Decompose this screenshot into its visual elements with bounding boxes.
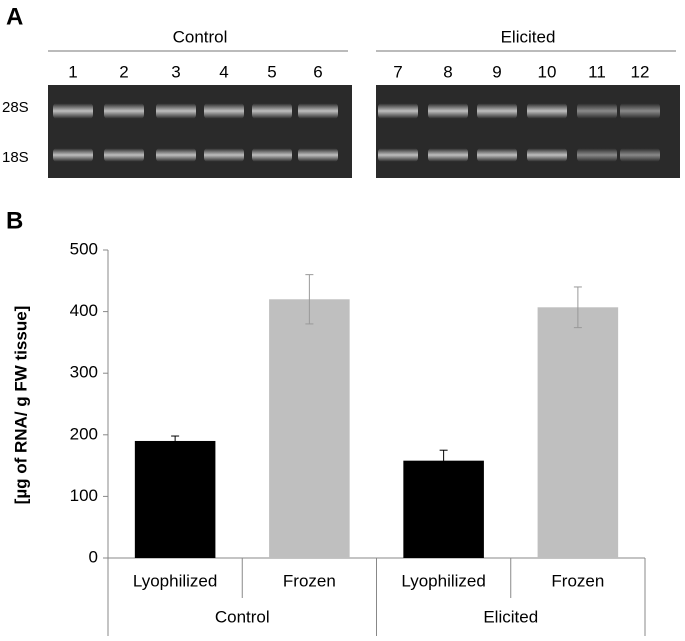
y-tick-label: 0 xyxy=(89,547,98,566)
lane-number: 5 xyxy=(267,62,276,81)
band-18s xyxy=(378,148,418,162)
y-axis-label: [µg of RNA/ g FW tissue] xyxy=(11,306,30,505)
band-18s xyxy=(156,148,196,162)
band-28s xyxy=(378,103,418,119)
lane-number: 10 xyxy=(538,62,557,81)
band-18s xyxy=(620,148,660,162)
lane-number: 11 xyxy=(588,62,606,81)
bar xyxy=(269,299,350,558)
panel-label: A xyxy=(6,3,23,30)
group-label: Elicited xyxy=(501,27,556,46)
lane-number: 12 xyxy=(631,62,650,81)
y-tick-label: 300 xyxy=(70,363,98,382)
bar xyxy=(403,460,484,558)
band-18s xyxy=(527,148,567,162)
x-tick-label: Lyophilized xyxy=(133,571,217,590)
band-18s xyxy=(428,148,468,162)
y-tick-label: 400 xyxy=(70,301,98,320)
band-28s xyxy=(204,103,244,119)
lane-number: 4 xyxy=(219,62,228,81)
band-28s xyxy=(577,103,617,119)
band-label: 28S xyxy=(2,99,29,116)
gel-image xyxy=(48,85,352,178)
band-18s xyxy=(298,148,338,162)
bar xyxy=(134,440,216,558)
band-18s xyxy=(53,148,93,162)
y-tick-label: 100 xyxy=(70,486,98,505)
panel-label: B xyxy=(6,207,23,234)
y-tick-label: 200 xyxy=(70,424,98,443)
band-28s xyxy=(527,103,567,119)
x-tick-label: Frozen xyxy=(551,571,604,590)
lane-number: 2 xyxy=(119,62,128,81)
band-28s xyxy=(298,103,338,119)
band-18s xyxy=(477,148,517,162)
lane-number: 1 xyxy=(68,62,77,81)
gel-image xyxy=(376,85,680,178)
x-tick-label: Lyophilized xyxy=(401,571,485,590)
band-28s xyxy=(620,103,660,119)
lane-number: 3 xyxy=(171,62,180,81)
lane-number: 8 xyxy=(443,62,452,81)
group-label: Control xyxy=(215,607,270,626)
band-18s xyxy=(577,148,617,162)
band-label: 18S xyxy=(2,149,29,166)
band-28s xyxy=(104,103,144,119)
band-18s xyxy=(204,148,244,162)
band-18s xyxy=(104,148,144,162)
group-label: Elicited xyxy=(483,607,538,626)
lane-number: 7 xyxy=(393,62,402,81)
lane-number: 9 xyxy=(492,62,501,81)
x-tick-label: Frozen xyxy=(283,571,336,590)
band-28s xyxy=(477,103,517,119)
bar xyxy=(537,307,619,558)
band-28s xyxy=(252,103,292,119)
band-28s xyxy=(53,103,93,119)
group-label: Control xyxy=(173,27,228,46)
lane-number: 6 xyxy=(313,62,322,81)
y-tick-label: 500 xyxy=(70,239,98,258)
band-28s xyxy=(428,103,468,119)
band-18s xyxy=(252,148,292,162)
band-28s xyxy=(156,103,196,119)
